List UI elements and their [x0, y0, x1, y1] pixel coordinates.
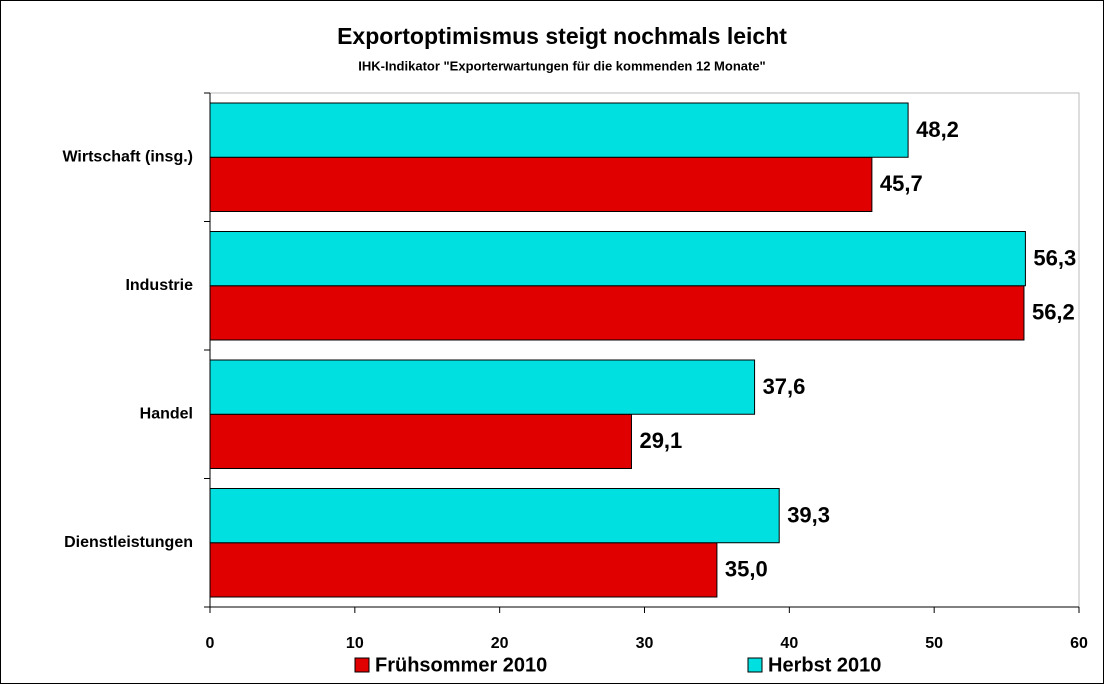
bar — [209, 488, 780, 544]
value-label: 56,2 — [1032, 300, 1075, 325]
legend-swatch — [354, 657, 370, 673]
x-tick-label: 60 — [1070, 635, 1088, 652]
bar — [209, 156, 873, 212]
chart-subtitle: IHK-Indikator "Exporterwartungen für die… — [358, 58, 765, 73]
x-tick-label: 30 — [636, 635, 654, 652]
bar — [209, 285, 1025, 341]
bar — [209, 359, 756, 415]
value-label: 56,3 — [1033, 245, 1076, 270]
value-label: 35,0 — [725, 557, 768, 582]
legend-label: Herbst 2010 — [768, 654, 881, 676]
legend-swatch — [747, 657, 763, 673]
y-tick-label: Wirtschaft (insg.) — [62, 148, 193, 165]
x-tick-label: 20 — [491, 635, 509, 652]
bar — [209, 231, 1026, 287]
value-label: 29,1 — [639, 428, 682, 453]
value-label: 45,7 — [880, 171, 923, 196]
y-tick-label: Dienstleistungen — [64, 534, 193, 551]
value-label: 37,6 — [763, 374, 806, 399]
value-label: 39,3 — [787, 502, 830, 527]
x-tick-label: 0 — [206, 635, 215, 652]
y-tick-label: Handel — [140, 405, 193, 422]
bar — [209, 102, 909, 158]
bar — [209, 542, 718, 598]
x-tick-label: 40 — [780, 635, 798, 652]
legend-label: Frühsommer 2010 — [375, 654, 547, 676]
y-tick-label: Industrie — [125, 277, 193, 294]
bar — [209, 413, 632, 469]
value-label: 48,2 — [916, 117, 959, 142]
chart-title: Exportoptimismus steigt nochmals leicht — [337, 23, 787, 49]
x-tick-label: 50 — [925, 635, 943, 652]
x-tick-label: 10 — [346, 635, 364, 652]
